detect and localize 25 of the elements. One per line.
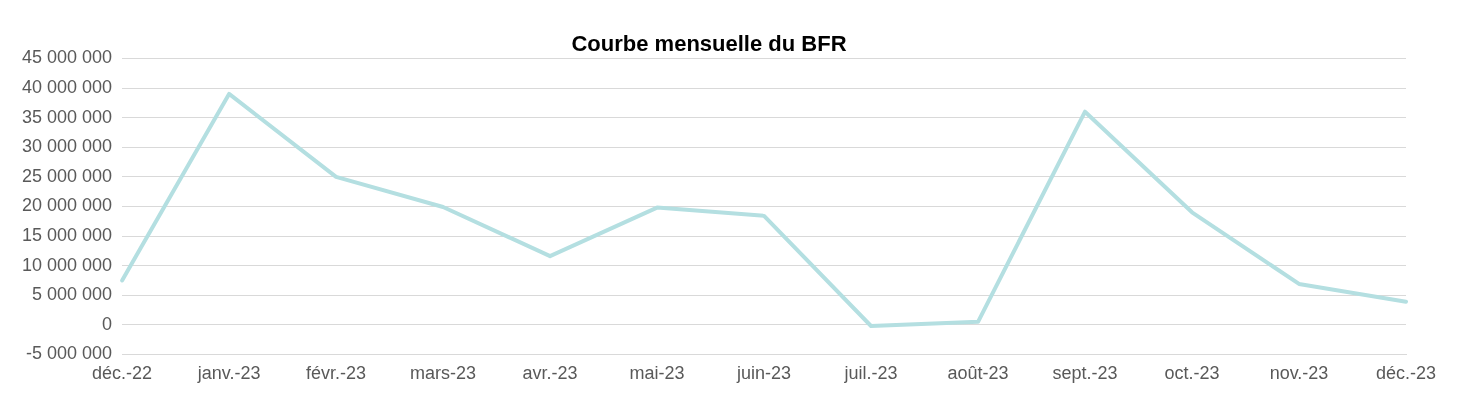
x-tick-label: déc.-22 (92, 363, 153, 384)
x-tick-label: mai-23 (629, 363, 685, 384)
y-tick-label: -5 000 000 (26, 343, 113, 364)
y-tick-label: 45 000 000 (21, 47, 113, 68)
x-tick-label: févr.-23 (306, 363, 367, 384)
x-tick-label: déc.-23 (1375, 363, 1437, 384)
y-tick-label: 10 000 000 (21, 254, 113, 275)
y-tick-label: 40 000 000 (21, 76, 113, 97)
y-tick-label: 30 000 000 (21, 136, 113, 157)
y-tick-label: 20 000 000 (21, 195, 113, 216)
y-tick-label: 15 000 000 (21, 224, 113, 245)
y-tick-label: 35 000 000 (21, 106, 113, 127)
x-tick-label: sept.-23 (1052, 363, 1118, 384)
y-tick-label: 5 000 000 (32, 284, 113, 305)
x-tick-label: janv.-23 (196, 363, 261, 384)
y-tick-label: 25 000 000 (21, 165, 113, 186)
y-tick-label: 0 (102, 313, 113, 334)
x-tick-label: avr.-23 (522, 363, 578, 384)
chart-title: Courbe mensuelle du BFR (571, 31, 847, 57)
x-tick-label: oct.-23 (1164, 363, 1220, 384)
x-tick-label: juil.-23 (843, 363, 898, 384)
x-tick-label: nov.-23 (1269, 363, 1329, 384)
x-tick-label: juin-23 (736, 363, 792, 384)
x-tick-label: mars-23 (410, 363, 477, 384)
x-tick-label: août-23 (947, 363, 1009, 384)
